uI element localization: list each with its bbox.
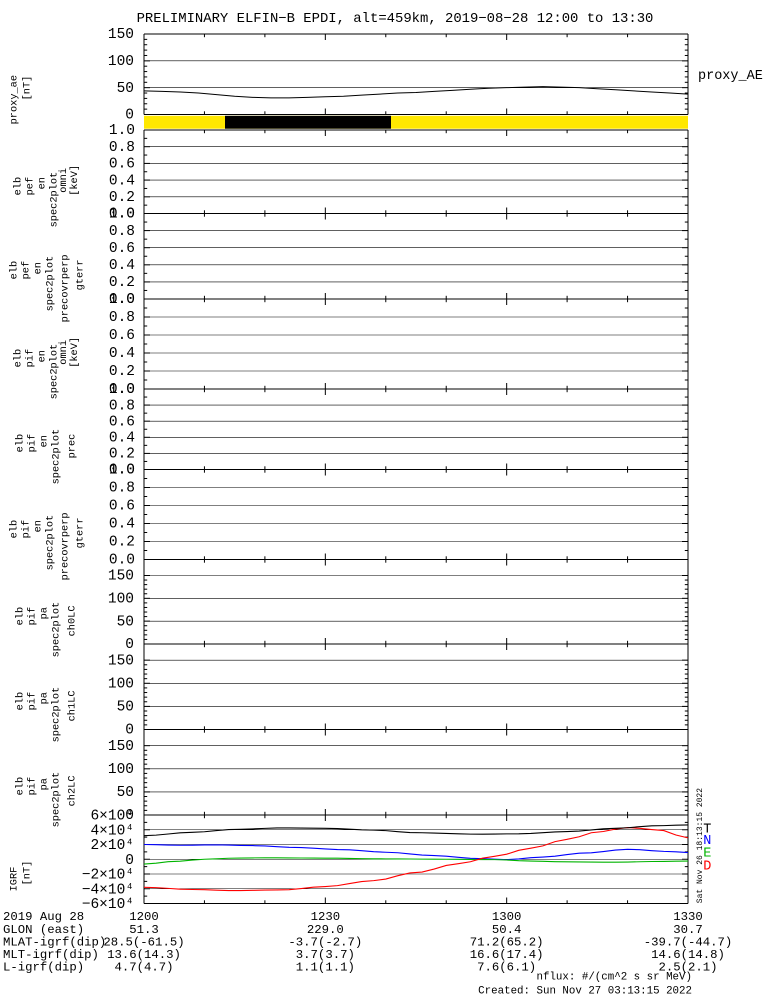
svg-text:0.6: 0.6 — [109, 414, 135, 430]
svg-text:1.0: 1.0 — [109, 123, 135, 139]
svg-text:2×10⁴: 2×10⁴ — [90, 838, 134, 854]
svg-text:0: 0 — [125, 637, 134, 653]
svg-text:0.2: 0.2 — [109, 535, 135, 551]
svg-text:50: 50 — [117, 81, 134, 97]
svg-text:0.2: 0.2 — [109, 190, 135, 206]
svg-text:100: 100 — [108, 54, 134, 70]
svg-text:−2×10⁴: −2×10⁴ — [82, 868, 134, 884]
svg-text:0.0: 0.0 — [109, 553, 135, 569]
svg-text:0.8: 0.8 — [109, 398, 135, 414]
svg-text:0.8: 0.8 — [109, 481, 135, 497]
svg-text:6×10⁴: 6×10⁴ — [90, 809, 134, 825]
svg-text:1.0: 1.0 — [109, 463, 135, 479]
svg-text:0.4: 0.4 — [109, 173, 135, 189]
svg-text:0.4: 0.4 — [109, 258, 135, 274]
svg-text:150: 150 — [108, 653, 134, 669]
svg-text:150: 150 — [108, 569, 134, 585]
svg-text:1.1(1.1): 1.1(1.1) — [296, 960, 355, 974]
svg-text:0.6: 0.6 — [109, 241, 135, 257]
svg-text:50: 50 — [117, 785, 134, 801]
svg-text:0.6: 0.6 — [109, 499, 135, 515]
svg-text:50: 50 — [117, 700, 134, 716]
svg-text:0: 0 — [125, 723, 134, 739]
svg-text:4×10⁴: 4×10⁴ — [90, 823, 134, 839]
svg-text:1.0: 1.0 — [109, 292, 135, 308]
svg-text:0.6: 0.6 — [109, 157, 135, 173]
svg-text:0: 0 — [125, 853, 134, 869]
svg-text:1.0: 1.0 — [109, 207, 135, 223]
svg-text:0: 0 — [125, 108, 134, 124]
svg-text:0.8: 0.8 — [109, 310, 135, 326]
svg-text:Created: Sun Nov 27 03:13:15 2: Created: Sun Nov 27 03:13:15 2022 — [478, 985, 692, 997]
svg-text:7.6(6.1): 7.6(6.1) — [477, 960, 536, 974]
svg-text:0.4: 0.4 — [109, 517, 135, 533]
svg-text:150: 150 — [108, 739, 134, 755]
svg-text:4.7(4.7): 4.7(4.7) — [114, 960, 173, 974]
svg-text:0.4: 0.4 — [109, 346, 135, 362]
svg-text:0.8: 0.8 — [109, 224, 135, 240]
svg-text:100: 100 — [108, 676, 134, 692]
svg-text:0.2: 0.2 — [109, 275, 135, 291]
svg-text:50: 50 — [117, 614, 134, 630]
svg-text:100: 100 — [108, 762, 134, 778]
svg-text:0.2: 0.2 — [109, 364, 135, 380]
svg-text:150: 150 — [108, 27, 134, 43]
svg-text:−4×10⁴: −4×10⁴ — [82, 882, 134, 898]
svg-text:0.8: 0.8 — [109, 140, 135, 156]
svg-text:proxy_AE: proxy_AE — [698, 69, 763, 84]
svg-text:nflux: #/(cm^2 s sr MeV): nflux: #/(cm^2 s sr MeV) — [536, 971, 692, 983]
svg-text:1.0: 1.0 — [109, 382, 135, 398]
svg-text:0.2: 0.2 — [109, 447, 135, 463]
svg-text:L-igrf(dip): L-igrf(dip) — [3, 960, 84, 974]
svg-text:PRELIMINARY ELFIN−B EPDI, alt=: PRELIMINARY ELFIN−B EPDI, alt=459km, 201… — [137, 11, 654, 27]
svg-text:−6×10⁴: −6×10⁴ — [82, 897, 134, 913]
svg-text:0.6: 0.6 — [109, 328, 135, 344]
svg-text:100: 100 — [108, 592, 134, 608]
svg-text:0.4: 0.4 — [109, 431, 135, 447]
